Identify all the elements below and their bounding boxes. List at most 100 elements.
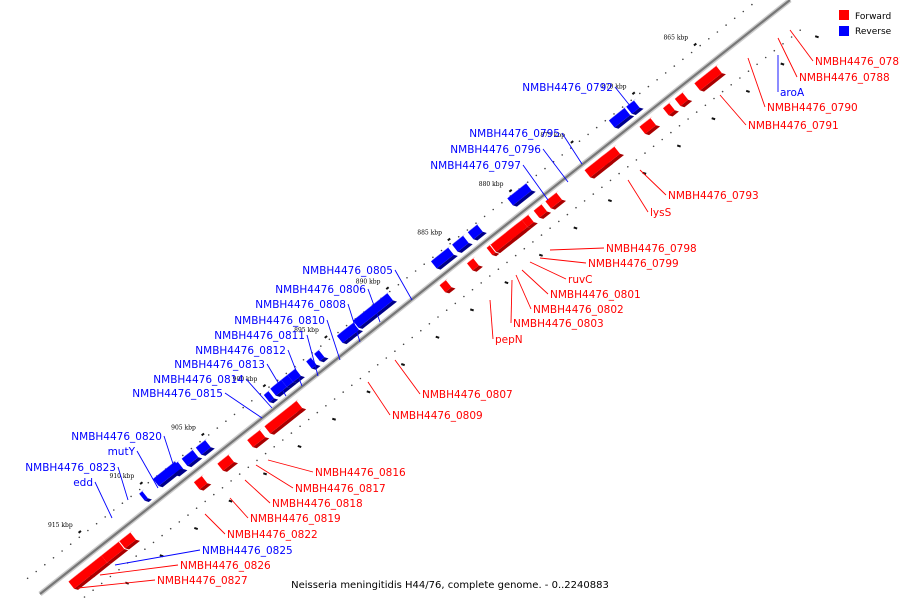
gene-reverse-2[interactable] xyxy=(507,181,536,207)
gene-label-nmbh4476-0803[interactable]: NMBH4476_0803 xyxy=(510,279,604,330)
gene-label-nmbh4476-0820[interactable]: NMBH4476_0820 xyxy=(71,431,176,471)
gene-forward-8[interactable] xyxy=(521,213,538,229)
gene-label-nmbh4476-0806[interactable]: NMBH4476_0806 xyxy=(275,284,381,323)
gene-reverse-0[interactable] xyxy=(608,106,635,129)
gene-forward-5[interactable] xyxy=(584,153,613,179)
gene-label-nmbh4476-0811[interactable]: NMBH4476_0811 xyxy=(214,330,319,377)
gene-label-nmbh4476-0797[interactable]: NMBH4476_0797 xyxy=(430,160,549,201)
gene-label-nmbh4476-0827[interactable]: NMBH4476_0827 xyxy=(77,575,248,589)
gene-label-nmbh4476-0799[interactable]: NMBH4476_0799 xyxy=(539,257,679,270)
guide-dot xyxy=(414,270,417,272)
gene-forward-23[interactable] xyxy=(68,566,96,590)
gene-face xyxy=(287,368,301,383)
gene-label-nmbh4476-0808[interactable]: NMBH4476_0808 xyxy=(255,299,361,343)
leader-line xyxy=(515,274,532,310)
gene-label-nmbh4476-0813[interactable]: NMBH4476_0813 xyxy=(174,359,287,397)
gene-top xyxy=(584,153,606,171)
gene-label-nmbh4476-0788[interactable]: NMBH4476_0788 xyxy=(777,37,890,84)
gene-label-nmbh4476-0792[interactable]: NMBH4476_0792 xyxy=(522,82,636,113)
gene-reverse-6[interactable] xyxy=(352,291,397,329)
gene-reverse-19[interactable] xyxy=(139,489,152,502)
gene-top xyxy=(431,245,451,262)
gene-label-pepn[interactable]: pepN xyxy=(489,299,523,346)
gene-label-nmbh4476-0809[interactable]: NMBH4476_0809 xyxy=(367,381,483,422)
gene-reverse-18[interactable] xyxy=(153,459,185,488)
gene-forward-22[interactable] xyxy=(84,553,111,578)
gene-reverse-16[interactable] xyxy=(181,448,203,468)
gene-label-nmbh4476-0801[interactable]: NMBH4476_0801 xyxy=(521,269,641,301)
gene-forward-12[interactable] xyxy=(486,243,500,257)
gene-shade xyxy=(457,243,473,253)
gene-forward-14[interactable] xyxy=(439,278,456,294)
gene-shade xyxy=(144,498,152,502)
gene-label-nmbh4476-0815[interactable]: NMBH4476_0815 xyxy=(132,388,263,419)
gene-forward-2[interactable] xyxy=(663,101,679,117)
gene-forward-13[interactable] xyxy=(467,256,483,272)
gene-forward-1[interactable] xyxy=(674,90,693,108)
gene-reverse-4[interactable] xyxy=(452,233,473,253)
gene-label-nmbh4476-0822[interactable]: NMBH4476_0822 xyxy=(204,513,318,541)
gene-label-nmbh4476-0805[interactable]: NMBH4476_0805 xyxy=(302,265,413,301)
gene-forward-0[interactable] xyxy=(694,64,726,92)
gene-label-nmbh4476-0823[interactable]: NMBH4476_0823 xyxy=(25,462,129,501)
guide-dot xyxy=(449,242,451,245)
gene-forward-7[interactable] xyxy=(533,202,552,219)
major-tick xyxy=(447,237,451,242)
gene-label-nmbh4476-0818[interactable]: NMBH4476_0818 xyxy=(244,479,363,510)
gene-label-nmbh4476-0802[interactable]: NMBH4476_0802 xyxy=(515,274,624,316)
gene-shade xyxy=(125,539,140,550)
gene-shade xyxy=(445,287,456,294)
gene-label-nmbh4476-0795[interactable]: NMBH4476_0795 xyxy=(469,128,583,165)
gene-label-nmbh4476-0796[interactable]: NMBH4476_0796 xyxy=(450,144,569,183)
gene-reverse-9[interactable] xyxy=(314,348,329,363)
leader-line xyxy=(326,319,341,361)
gene-label-aroa[interactable]: aroA xyxy=(777,55,805,99)
gene-reverse-8[interactable] xyxy=(336,328,353,345)
gene-label-nmbh4476-0798[interactable]: NMBH4476_0798 xyxy=(549,243,697,255)
gene-forward-11[interactable] xyxy=(490,218,532,254)
gene-label-text: NMBH4476_0803 xyxy=(513,318,604,330)
gene-label-ruvc[interactable]: ruvC xyxy=(529,261,593,286)
gene-forward-17[interactable] xyxy=(247,428,270,449)
gene-label-nmbh4476-0791[interactable]: NMBH4476_0791 xyxy=(719,94,839,132)
gene-reverse-1[interactable] xyxy=(626,98,644,115)
gene-label-nmbh4476-0817[interactable]: NMBH4476_0817 xyxy=(255,464,386,495)
gene-reverse-5[interactable] xyxy=(431,245,458,270)
gene-label-nmbh4476-0825[interactable]: NMBH4476_0825 xyxy=(114,545,293,566)
gene-label-edd[interactable]: edd xyxy=(73,477,113,519)
gene-reverse-3[interactable] xyxy=(467,222,487,241)
gene-label-lyss[interactable]: lysS xyxy=(627,179,672,219)
gene-label-nmbh4476-0810[interactable]: NMBH4476_0810 xyxy=(234,315,341,361)
gene-forward-16[interactable] xyxy=(264,399,306,435)
gene-label-nmbh4476-0793[interactable]: NMBH4476_0793 xyxy=(639,169,759,202)
gene-label-nmbh4476-0812[interactable]: NMBH4476_0812 xyxy=(195,345,303,387)
gene-forward-6[interactable] xyxy=(545,190,566,210)
gene-label-text: NMBH4476_0812 xyxy=(195,345,286,357)
gene-label-nmbh4476-0787[interactable]: NMBH4476_0787 xyxy=(789,29,900,68)
gene-label-text: NMBH4476_0801 xyxy=(550,289,641,301)
gene-label-nmbh4476-0807[interactable]: NMBH4476_0807 xyxy=(394,359,513,401)
gene-forward-3[interactable] xyxy=(639,116,661,136)
gene-forward-21[interactable] xyxy=(101,539,129,564)
guide-dot xyxy=(535,174,538,177)
gene-forward-19[interactable] xyxy=(193,474,212,491)
gene-label-nmbh4476-0826[interactable]: NMBH4476_0826 xyxy=(99,560,271,576)
guide-dot xyxy=(282,439,284,441)
gene-reverse-14[interactable] xyxy=(263,389,279,404)
gene-label-muty[interactable]: mutY xyxy=(108,446,159,489)
gene-label-nmbh4476-0816[interactable]: NMBH4476_0816 xyxy=(267,459,406,479)
gene-shade xyxy=(269,398,279,404)
gene-reverse-15[interactable] xyxy=(195,438,215,456)
gene-label-nmbh4476-0790[interactable]: NMBH4476_0790 xyxy=(747,57,858,114)
gene-forward-18[interactable] xyxy=(217,453,238,472)
leader-line xyxy=(747,57,766,108)
gene-label-nmbh4476-0814[interactable]: NMBH4476_0814 xyxy=(153,374,273,409)
gene-forward-20[interactable] xyxy=(119,530,140,550)
gene-reverse-12[interactable] xyxy=(281,373,298,389)
leader-line xyxy=(489,299,494,340)
gene-reverse-10[interactable] xyxy=(306,355,321,370)
gene-label-nmbh4476-0819[interactable]: NMBH4476_0819 xyxy=(229,497,341,525)
gene-top xyxy=(306,355,313,362)
leader-line xyxy=(639,169,667,196)
tick-label-875-kbp: 875 kbp xyxy=(540,132,565,139)
